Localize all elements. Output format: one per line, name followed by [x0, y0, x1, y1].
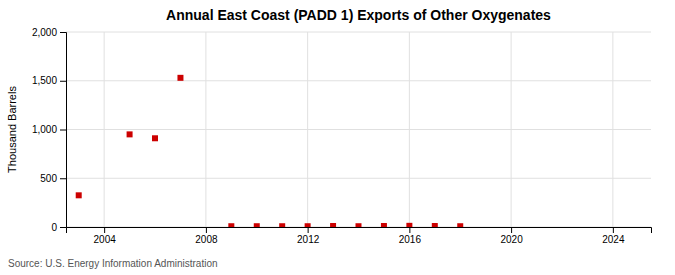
grid-line [66, 178, 651, 179]
tick-mark [60, 130, 66, 131]
tick: 2024 [602, 227, 625, 245]
tick-label: 500 [40, 173, 57, 184]
point [152, 135, 158, 141]
tick: 2012 [297, 227, 320, 245]
points [76, 75, 464, 227]
tick: 2,000 [32, 27, 66, 38]
y-axis-title: Thousand Barrels [6, 86, 18, 173]
y-axis: 0 500 1,000 1,500 2,000 [32, 27, 67, 233]
tick-label: 2020 [500, 234, 523, 245]
tick-label: 1,000 [32, 124, 57, 135]
tick-label: 1,500 [32, 75, 57, 86]
grid-line [66, 129, 651, 130]
grid-line [307, 32, 308, 227]
tick-mark [104, 227, 105, 233]
point [228, 223, 234, 227]
tick-mark [60, 178, 66, 179]
tick-label: 2024 [602, 234, 625, 245]
tick-label: 2016 [399, 234, 422, 245]
point [127, 131, 133, 137]
tick: 2020 [500, 227, 523, 245]
tick-label: 2004 [94, 234, 117, 245]
point [406, 223, 412, 227]
point [279, 223, 285, 227]
point [457, 223, 463, 227]
point [432, 223, 438, 227]
axis-line [67, 228, 652, 234]
tick: 2008 [195, 227, 218, 245]
plot-area: 2004 2008 2012 2016 2020 2024 0 500 1,000 1,500 2,… [32, 27, 652, 245]
tick-mark [308, 227, 309, 233]
tick-mark [60, 227, 66, 228]
tick-label: 2,000 [32, 27, 57, 38]
title: Annual East Coast (PADD 1) Exports of Ot… [166, 7, 551, 23]
source: Source: U.S. Energy Information Administ… [8, 258, 218, 269]
chart: 2004 2008 2012 2016 2020 2024 0 500 1,000 1,500 2,… [0, 0, 675, 275]
point [76, 192, 82, 198]
tick: 500 [40, 173, 66, 184]
x-axis: 2004 2008 2012 2016 2020 2024 [67, 227, 652, 245]
tick-mark [206, 227, 207, 233]
tick: 2016 [399, 227, 422, 245]
point [330, 223, 336, 227]
grid-line [104, 32, 105, 227]
grid-line [612, 32, 613, 227]
tick: 1,000 [32, 124, 66, 135]
tick-mark [613, 227, 614, 233]
tick-label: 2012 [297, 234, 320, 245]
tick: 2004 [94, 227, 117, 245]
point [381, 223, 387, 227]
point [356, 223, 362, 227]
grid-line [205, 32, 206, 227]
axis-line [60, 33, 67, 228]
tick-mark [409, 227, 410, 233]
grid-line [66, 32, 651, 33]
point [254, 223, 260, 227]
tick-label: 2008 [195, 234, 218, 245]
tick-mark [511, 227, 512, 233]
tick: 0 [51, 222, 66, 233]
point [177, 75, 183, 81]
tick-mark [60, 81, 66, 82]
grid-line [409, 32, 410, 227]
tick: 1,500 [32, 75, 66, 86]
point [305, 223, 311, 227]
tick-mark [60, 32, 66, 33]
grid-line [511, 32, 512, 227]
grid-line [66, 80, 651, 81]
grid [66, 32, 651, 227]
tick-label: 0 [51, 222, 57, 233]
